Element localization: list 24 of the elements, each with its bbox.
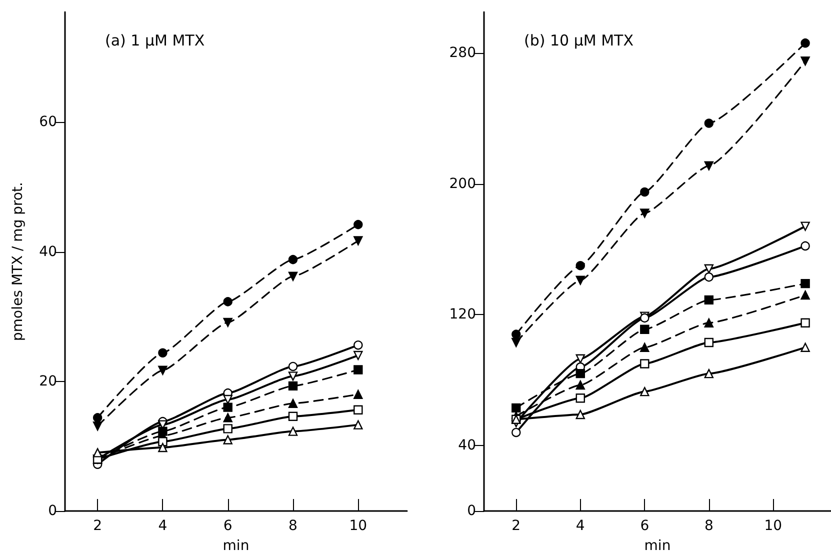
y-axis-title: pmoles MTX / mg prot.	[10, 182, 26, 341]
y-tick-label: 200	[449, 176, 476, 192]
text: (b) 10 μM MTX	[524, 32, 634, 50]
y-tick-label: 40	[458, 438, 476, 454]
y-tick-label: 60	[39, 114, 57, 130]
x-tick-label: 6	[640, 518, 650, 534]
x-tick-label: 2	[512, 518, 521, 534]
x-tick-label: 8	[704, 518, 714, 534]
y-tick-label: 0	[48, 503, 57, 519]
y-tick-label: 20	[39, 373, 57, 390]
x-axis-title: min	[222, 538, 250, 554]
x-tick-label: 4	[158, 518, 168, 534]
x-tick-label: 6	[223, 518, 232, 534]
y-tick-label: 120	[449, 306, 476, 323]
x-tick-label: 10	[349, 518, 368, 534]
y-tick-label: 280	[449, 44, 476, 61]
y-tick-label: 40	[39, 244, 57, 260]
x-axis-title: min	[644, 538, 671, 554]
y-tick-label: 0	[467, 503, 476, 519]
text: (a) 1 μM MTX	[105, 32, 205, 50]
x-tick-label: 8	[288, 518, 298, 534]
x-tick-label: 4	[576, 518, 585, 534]
x-tick-label: 10	[764, 518, 782, 534]
x-tick-label: 2	[93, 518, 102, 534]
